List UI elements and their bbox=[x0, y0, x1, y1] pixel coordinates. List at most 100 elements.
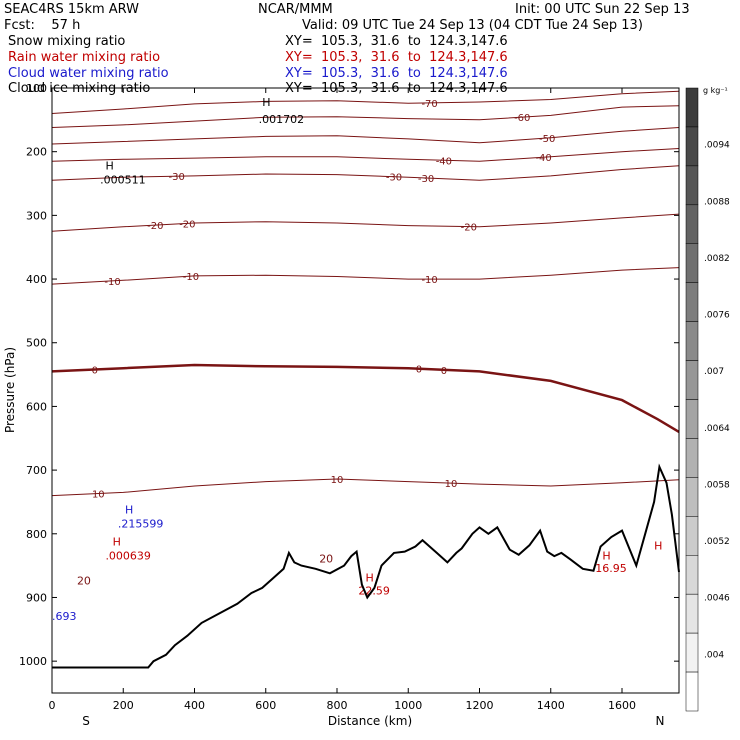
center-name: NCAR/MMM bbox=[258, 2, 333, 17]
contour-label: -10 bbox=[183, 272, 199, 283]
annotation-label: H bbox=[366, 572, 374, 585]
contour-label: 10 bbox=[331, 475, 344, 486]
contour-label: -30 bbox=[169, 172, 185, 183]
x-tick-label: 1000 bbox=[394, 699, 422, 712]
contour-label: -70 bbox=[421, 99, 437, 110]
terrain-layer bbox=[52, 463, 680, 669]
y-tick-label: 400 bbox=[26, 273, 47, 286]
colorbar-tick-label: .0076 bbox=[704, 311, 730, 321]
contour-label: 0 bbox=[92, 365, 98, 376]
terrain-line bbox=[52, 463, 680, 669]
contour-line--70 bbox=[51, 90, 680, 114]
field-snow-xy: XY= 105.3, 31.6 to 124.3,147.6 bbox=[285, 34, 508, 49]
colorbar-tick-label: .0082 bbox=[704, 254, 730, 264]
contour-label: 0 bbox=[441, 366, 447, 377]
field-snow-label: Snow mixing ratio bbox=[8, 34, 126, 49]
chart-annotations: H.001702H.000511H.215599H.0006392020H22.… bbox=[52, 96, 662, 623]
colorbar-box bbox=[685, 321, 699, 361]
annotation-label: .693 bbox=[52, 610, 77, 623]
contour-label: 0 bbox=[416, 365, 422, 376]
x-tick-label: 600 bbox=[255, 699, 276, 712]
colorbar-box bbox=[685, 438, 699, 478]
colorbar-tick-label: .004 bbox=[704, 650, 724, 660]
contour-line-0 bbox=[51, 363, 680, 433]
colorbar-unit: g kg⁻¹ bbox=[703, 86, 728, 95]
annotation-label: 16.95 bbox=[595, 562, 627, 575]
contour-line--60 bbox=[51, 105, 680, 128]
contour-line--30 bbox=[51, 165, 680, 181]
y-tick-label: 200 bbox=[26, 146, 47, 159]
colorbar-tick-label: .007 bbox=[704, 367, 724, 377]
colorbar-tick-label: .0046 bbox=[704, 594, 730, 604]
colorbar-box bbox=[685, 243, 699, 283]
colorbar-tick-label: .0064 bbox=[704, 424, 730, 434]
contour-line--40 bbox=[51, 148, 680, 162]
contour-label: -10 bbox=[104, 277, 120, 288]
annotation-label: .000639 bbox=[105, 549, 151, 562]
contour-label: 10 bbox=[445, 479, 458, 490]
y-tick-label: 600 bbox=[26, 400, 47, 413]
y-axis-label: Pressure (hPa) bbox=[3, 347, 17, 433]
colorbar-tick-label: .0088 bbox=[704, 197, 730, 207]
contour-line-10 bbox=[51, 478, 680, 497]
y-tick-label: 500 bbox=[26, 337, 47, 350]
model-title: SEAC4RS 15km ARW bbox=[4, 2, 140, 17]
isotherm-contours: -70-60-50-40 -40-30 -30 -30-20 -20 -20-10 -10-… bbox=[51, 90, 680, 501]
x-axis-label: Distance (km) bbox=[328, 714, 412, 728]
colorbar-box bbox=[685, 593, 699, 634]
x-tick-label: 400 bbox=[184, 699, 205, 712]
x-axis: 0 200 400 600 800 1000 1200 1400 1600 bbox=[49, 88, 636, 712]
x-tick-label: 1200 bbox=[466, 699, 494, 712]
annotation-label: H bbox=[105, 160, 113, 173]
y-tick-label: 900 bbox=[26, 591, 47, 604]
field-cloud-xy: XY= 105.3, 31.6 to 124.3,147.6 bbox=[285, 66, 508, 81]
annotation-label: .000511 bbox=[100, 174, 146, 187]
x-tick-label: 200 bbox=[113, 699, 134, 712]
valid-time: Valid: 09 UTC Tue 24 Sep 13 (04 CDT Tue … bbox=[302, 18, 643, 33]
contour-label: 10 bbox=[92, 490, 105, 501]
south-end-label: S bbox=[82, 714, 90, 728]
contour-label: -10 bbox=[421, 275, 437, 286]
annotation-label: H bbox=[602, 549, 610, 562]
colorbar: g kg⁻¹ .0094 .0088 .0082 .0076 .007 .0064 .0058… bbox=[685, 86, 730, 712]
colorbar-tick-label: .0052 bbox=[704, 537, 730, 547]
y-tick-label: 300 bbox=[26, 209, 47, 222]
field-rain-xy: XY= 105.3, 31.6 to 124.3,147.6 bbox=[285, 50, 508, 65]
colorbar-box bbox=[685, 555, 699, 595]
annotation-label: 20 bbox=[319, 552, 333, 565]
x-tick-label: 0 bbox=[49, 699, 56, 712]
colorbar-box bbox=[685, 516, 699, 556]
colorbar-tick-label: .0094 bbox=[704, 141, 730, 151]
contour-label: -60 bbox=[514, 113, 530, 124]
colorbar-box bbox=[685, 126, 699, 167]
colorbar-box bbox=[685, 204, 699, 244]
field-cloud-label: Cloud water mixing ratio bbox=[8, 66, 169, 81]
colorbar-box bbox=[685, 671, 699, 712]
contour-label: -20 bbox=[461, 223, 477, 234]
colorbar-box bbox=[685, 282, 699, 322]
annotation-label: H bbox=[113, 535, 121, 548]
annotation-label: 20 bbox=[77, 575, 91, 588]
field-rain-label: Rain water mixing ratio bbox=[8, 50, 161, 65]
contour-label: -30 bbox=[418, 174, 434, 185]
contour-label: -40 bbox=[535, 153, 551, 164]
annotation-label: H bbox=[654, 540, 662, 553]
north-end-label: N bbox=[656, 714, 665, 728]
contour-label: -20 bbox=[147, 221, 163, 232]
annotation-label: H bbox=[125, 503, 133, 516]
y-tick-label: 100 bbox=[26, 82, 47, 95]
colorbar-box bbox=[685, 399, 699, 439]
contour-label: -50 bbox=[539, 134, 555, 145]
contour-label: -40 bbox=[436, 156, 452, 167]
annotation-label: .001702 bbox=[259, 113, 305, 126]
y-tick-label: 700 bbox=[26, 464, 47, 477]
forecast-hour: Fcst: 57 h bbox=[4, 18, 81, 33]
colorbar-box bbox=[685, 87, 699, 128]
x-tick-label: 1400 bbox=[537, 699, 565, 712]
colorbar-box bbox=[685, 165, 699, 206]
contour-line--10 bbox=[51, 267, 680, 285]
y-tick-label: 800 bbox=[26, 528, 47, 541]
contour-line--50 bbox=[51, 127, 680, 145]
colorbar-box bbox=[685, 632, 699, 673]
